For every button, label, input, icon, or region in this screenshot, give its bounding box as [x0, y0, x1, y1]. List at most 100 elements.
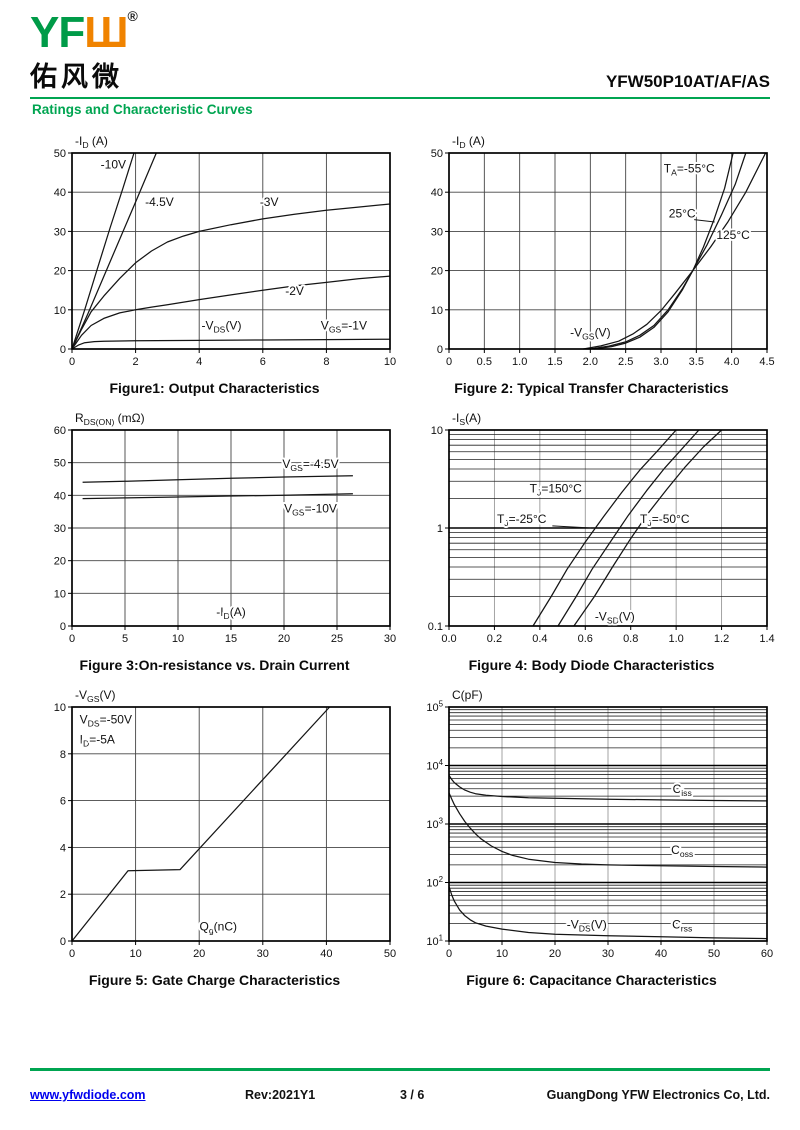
svg-text:40: 40: [320, 948, 332, 960]
svg-text:-10V: -10V: [101, 157, 126, 171]
svg-text:-ID (A): -ID (A): [75, 134, 108, 150]
svg-text:60: 60: [54, 425, 66, 437]
svg-text:-VDS(V): -VDS(V): [201, 318, 241, 334]
revision-label: Rev:2021Y1: [245, 1088, 316, 1102]
svg-text:-ID(A): -ID(A): [216, 605, 246, 621]
svg-text:50: 50: [431, 148, 443, 160]
logo-yf-text: YF: [30, 8, 85, 57]
svg-text:-VDS(V): -VDS(V): [567, 917, 607, 933]
figure6-caption: Figure 6: Capacitance Characteristics: [466, 971, 717, 988]
svg-text:1.0: 1.0: [668, 633, 683, 645]
svg-text:6: 6: [60, 795, 66, 807]
svg-text:30: 30: [54, 226, 66, 238]
svg-text:0.5: 0.5: [477, 356, 492, 368]
svg-text:10: 10: [54, 305, 66, 317]
svg-text:10: 10: [54, 702, 66, 714]
svg-text:101: 101: [426, 933, 443, 948]
svg-text:30: 30: [384, 633, 396, 645]
svg-text:20: 20: [54, 555, 66, 567]
svg-text:102: 102: [426, 875, 443, 890]
svg-text:ID=-5A: ID=-5A: [80, 732, 115, 748]
figure2-caption: Figure 2: Typical Transfer Characteristi…: [454, 379, 729, 396]
svg-text:25°C: 25°C: [669, 206, 696, 220]
part-number: YFW50P10AT/AF/AS: [605, 71, 770, 91]
svg-text:30: 30: [602, 948, 614, 960]
svg-text:30: 30: [431, 226, 443, 238]
svg-text:0.4: 0.4: [532, 633, 547, 645]
svg-text:0: 0: [446, 356, 452, 368]
svg-text:125°C: 125°C: [716, 228, 750, 242]
svg-text:8: 8: [60, 749, 66, 761]
footer-row: www.yfwdiode.com Rev:2021Y1 3 / 6 GuangD…: [30, 1088, 770, 1102]
svg-text:15: 15: [225, 633, 237, 645]
svg-text:10: 10: [496, 948, 508, 960]
svg-text:2.5: 2.5: [618, 356, 633, 368]
svg-text:Qg(nC): Qg(nC): [200, 919, 237, 935]
svg-text:1.4: 1.4: [759, 633, 774, 645]
svg-text:40: 40: [431, 187, 443, 199]
svg-text:40: 40: [54, 187, 66, 199]
page-number: 3 / 6: [400, 1088, 425, 1102]
svg-text:0: 0: [69, 633, 75, 645]
figure3: 0 5 10 15 20 25 30 0 10 20 30 40 50 60 RDS(ON) (mΩ) -ID…: [26, 406, 403, 673]
svg-text:4: 4: [196, 356, 202, 368]
svg-text:1.5: 1.5: [547, 356, 562, 368]
website-link[interactable]: www.yfwdiode.com: [30, 1088, 146, 1102]
figure4-caption: Figure 4: Body Diode Characteristics: [468, 656, 715, 673]
figure1-output-characteristics-chart: 0 2 4 6 8 10 0 10 20 30 40 50 -ID (A) -VDS(V) -10V -4.5…: [54, 134, 396, 368]
svg-text:Ciss: Ciss: [673, 782, 692, 798]
svg-text:40: 40: [54, 490, 66, 502]
svg-text:30: 30: [54, 523, 66, 535]
svg-text:10: 10: [431, 425, 443, 437]
svg-text:4.5: 4.5: [759, 356, 774, 368]
svg-text:50: 50: [384, 948, 396, 960]
svg-text:104: 104: [426, 758, 443, 773]
svg-text:8: 8: [323, 356, 329, 368]
svg-text:0: 0: [69, 356, 75, 368]
svg-text:10: 10: [54, 588, 66, 600]
svg-text:TJ=-25°C: TJ=-25°C: [497, 512, 547, 528]
figure2-transfer-characteristics-chart: 0 0.5 1.0 1.5 2.0 2.5 3.0 3.5 4.0 4.501020304050-…: [431, 134, 775, 368]
svg-text:5: 5: [122, 633, 128, 645]
svg-text:0: 0: [437, 344, 443, 356]
figure4: 0.0 0.2 0.4 0.6 0.8 1.0 1.2 1.4 0.1 1 10 -IS(A) -VSD…: [403, 406, 780, 673]
svg-text:VGS=-1V: VGS=-1V: [321, 318, 367, 334]
svg-text:-VGS(V): -VGS(V): [75, 688, 115, 704]
svg-text:0.1: 0.1: [428, 621, 443, 633]
page-footer: www.yfwdiode.com Rev:2021Y1 3 / 6 GuangD…: [30, 1068, 770, 1102]
svg-text:60: 60: [761, 948, 773, 960]
svg-text:-VSD(V): -VSD(V): [595, 609, 635, 625]
svg-text:0: 0: [60, 344, 66, 356]
svg-text:30: 30: [257, 948, 269, 960]
svg-text:TJ=150°C: TJ=150°C: [530, 481, 582, 497]
figure4-body-diode-chart: 0.0 0.2 0.4 0.6 0.8 1.0 1.2 1.4 0.1 1 10 -IS(A) -VSD…: [428, 411, 775, 645]
page-header: YFШ® 佑风微 YFW50P10AT/AF/AS: [0, 0, 800, 94]
svg-text:25: 25: [331, 633, 343, 645]
figure3-on-resistance-chart: 0 5 10 15 20 25 30 0 10 20 30 40 50 60 RDS(ON) (mΩ) -ID…: [54, 411, 396, 645]
svg-text:0.8: 0.8: [623, 633, 638, 645]
svg-text:0: 0: [446, 948, 452, 960]
registered-trademark-icon: ®: [127, 8, 138, 24]
figure5-gate-charge-chart: 0 10 20 30 40 50 0 2 4 6 8 10 -VGS(V) Qg(nC) VDS=-50V I…: [54, 688, 396, 960]
svg-text:3.0: 3.0: [653, 356, 668, 368]
svg-text:2: 2: [133, 356, 139, 368]
svg-text:1.0: 1.0: [512, 356, 527, 368]
footer-divider: [30, 1068, 770, 1071]
svg-text:20: 20: [431, 265, 443, 277]
company-name: GuangDong YFW Electronics Co, Ltd.: [546, 1088, 770, 1102]
svg-text:50: 50: [54, 457, 66, 469]
svg-text:10: 10: [172, 633, 184, 645]
svg-text:10: 10: [129, 948, 141, 960]
figure5: 0 10 20 30 40 50 0 2 4 6 8 10 -VGS(V) Qg(nC) VDS=-50V I…: [26, 683, 403, 988]
svg-text:10: 10: [384, 356, 396, 368]
svg-text:1: 1: [437, 523, 443, 535]
figure1-caption: Figure1: Output Characteristics: [109, 379, 320, 396]
svg-text:VGS=-4.5V: VGS=-4.5V: [282, 457, 338, 473]
svg-text:-3V: -3V: [260, 195, 279, 209]
svg-text:6: 6: [260, 356, 266, 368]
svg-text:10: 10: [431, 305, 443, 317]
section-title: Ratings and Characteristic Curves: [32, 101, 253, 117]
svg-text:2.0: 2.0: [583, 356, 598, 368]
svg-text:Crss: Crss: [672, 917, 692, 933]
